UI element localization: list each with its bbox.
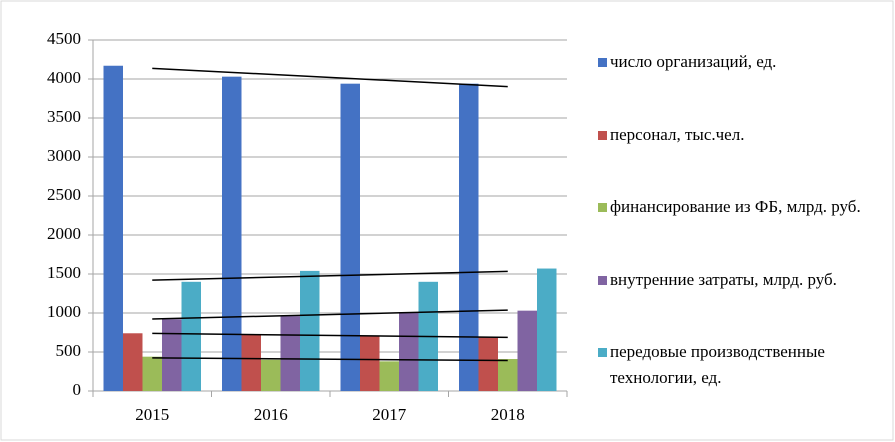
y-tick-label: 1000: [47, 302, 81, 321]
legend-item: внутренние затраты, млрд. руб.: [598, 267, 878, 293]
legend-item: передовые производственные технологии, е…: [598, 339, 878, 391]
bar: [537, 268, 557, 391]
y-tick-label: 3000: [47, 146, 81, 165]
y-tick-label: 4000: [47, 68, 81, 87]
y-tick-label: 1500: [47, 263, 81, 282]
bar: [280, 316, 300, 391]
bar: [241, 334, 261, 391]
legend-label: персонал, тыс.чел.: [610, 124, 745, 144]
legend-swatch: [598, 203, 607, 212]
legend-swatch: [598, 58, 607, 67]
bar: [379, 361, 399, 391]
legend-label: число организаций, ед.: [610, 52, 777, 71]
legend-label: передовые производственные технологии, е…: [610, 342, 825, 387]
legend-label: внутренние затраты, млрд. руб.: [610, 269, 837, 289]
bar: [103, 65, 123, 392]
bar: [498, 359, 518, 391]
bar: [360, 336, 380, 391]
bar: [142, 356, 162, 391]
legend-swatch: [598, 130, 607, 140]
trendline: [152, 332, 508, 339]
bar: [300, 270, 320, 391]
y-tick-label: 0: [73, 380, 82, 399]
bar: [340, 83, 360, 392]
bar: [459, 83, 479, 392]
bar: [222, 76, 242, 391]
y-tick-label: 4500: [47, 29, 81, 48]
legend-label: финансирование из ФБ, млрд. руб.: [610, 197, 861, 216]
legend-swatch: [598, 348, 607, 357]
x-tick-label: 2015: [135, 405, 169, 424]
bar: [517, 310, 537, 391]
legend-item: число организаций, ед.: [598, 49, 878, 75]
bar: [162, 319, 182, 391]
trendline: [152, 270, 508, 281]
bar: [478, 337, 498, 391]
bar: [123, 333, 143, 391]
trendline: [152, 309, 508, 320]
y-tick-label: 2500: [47, 185, 81, 204]
trendline: [152, 67, 508, 88]
legend-item: финансирование из ФБ, млрд. руб.: [598, 194, 878, 220]
bar: [181, 281, 201, 391]
x-tick-label: 2016: [254, 405, 288, 424]
legend-swatch: [598, 275, 607, 285]
legend-item: персонал, тыс.чел.: [598, 122, 878, 148]
bar: [399, 312, 419, 391]
x-tick-label: 2018: [491, 405, 525, 424]
x-tick-label: 2017: [372, 405, 407, 424]
bar: [261, 359, 281, 391]
y-tick-label: 3500: [47, 107, 81, 126]
trendline: [152, 357, 508, 362]
y-tick-label: 500: [56, 341, 82, 360]
y-tick-label: 2000: [47, 224, 81, 243]
